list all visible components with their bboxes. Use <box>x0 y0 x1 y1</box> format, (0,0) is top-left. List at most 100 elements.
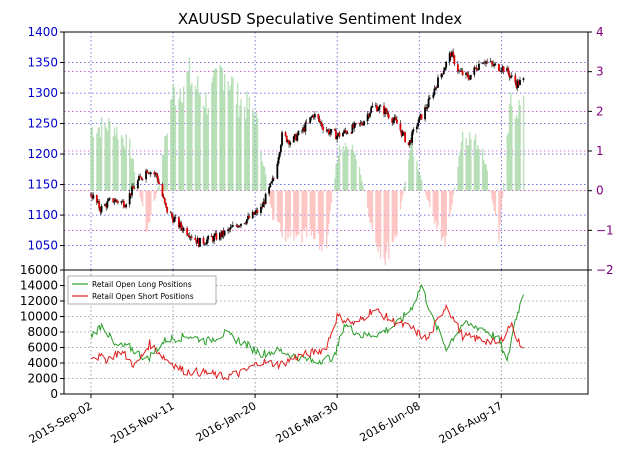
ssi-bar <box>246 91 248 191</box>
price-tick-label: 1050 <box>27 239 58 253</box>
positions-lines <box>90 283 524 381</box>
candle-body <box>179 222 181 228</box>
candle-body <box>133 188 136 189</box>
candle-body <box>219 232 221 240</box>
candle-body <box>336 135 339 140</box>
ssi-bar <box>133 171 136 191</box>
candle-body <box>411 131 414 143</box>
ssi-bar <box>309 190 311 230</box>
ssi-bar <box>147 190 150 223</box>
candle-body <box>302 127 305 131</box>
candle-body <box>231 225 234 227</box>
ssi-bar <box>379 190 382 259</box>
candle-body <box>449 53 452 57</box>
candle-body <box>466 72 469 75</box>
candle-body <box>337 133 340 136</box>
candle-body <box>481 62 484 64</box>
candle-body <box>433 88 436 95</box>
candle-body <box>428 97 431 99</box>
ssi-bar <box>263 166 266 191</box>
candle-body <box>469 74 472 80</box>
ssi-bar <box>294 190 296 233</box>
ssi-bar <box>281 190 283 238</box>
ssi-bar <box>116 126 118 191</box>
ssi-bar <box>466 145 469 191</box>
ssi-bar <box>518 100 520 191</box>
ssi-bar <box>255 112 258 191</box>
candle-body <box>399 123 402 131</box>
ssi-bar <box>90 128 92 191</box>
candle-body <box>474 67 477 69</box>
candle-body <box>262 201 265 208</box>
candle-body <box>394 117 397 120</box>
ssi-bar <box>401 190 403 202</box>
ssi-bar <box>227 81 229 191</box>
candle-body <box>313 114 316 118</box>
ssi-bar <box>245 118 247 191</box>
ssi-bar <box>459 151 462 191</box>
ssi-bar <box>173 87 175 191</box>
candle-body <box>500 71 503 72</box>
ssi-bar <box>194 85 197 191</box>
candle-body <box>473 67 476 75</box>
ssi-bar <box>440 190 443 241</box>
candle-body <box>415 126 418 130</box>
ssi-bar <box>460 141 463 191</box>
candle-body <box>303 127 306 132</box>
ssi-bar <box>129 138 131 191</box>
ssi-bar <box>476 149 478 191</box>
candle-body <box>194 237 197 240</box>
ssi-bar <box>396 190 398 236</box>
ssi-bar <box>484 164 486 191</box>
candle-body <box>425 107 428 109</box>
ssi-bar <box>359 174 362 191</box>
candle-body <box>453 55 456 65</box>
positions-tick-label: 2000 <box>27 372 58 386</box>
ssi-bar <box>235 104 238 191</box>
ssi-bar <box>362 185 364 191</box>
candle-body <box>95 195 98 203</box>
ssi-bar <box>342 146 344 191</box>
positions-tick-label: 0 <box>50 387 58 401</box>
chart-title: XAUUSD Speculative Sentiment Index <box>178 10 462 28</box>
ssi-bar <box>215 68 218 191</box>
price-tick-label: 1100 <box>27 208 58 222</box>
ssi-bar <box>355 159 357 191</box>
candle-body <box>248 215 251 219</box>
ssi-bar <box>99 136 102 191</box>
ssi-bar <box>338 145 341 191</box>
candle-body <box>189 236 192 238</box>
candle-body <box>228 229 231 230</box>
candle-body <box>245 219 248 224</box>
ssi-bar <box>124 149 126 191</box>
ssi-bar <box>212 76 214 191</box>
candle-body <box>187 235 190 236</box>
legend-box <box>67 275 217 305</box>
candle-body <box>350 132 353 134</box>
ssi-bar <box>443 190 445 237</box>
price-tick-label: 1300 <box>27 86 58 100</box>
candle-body <box>254 212 256 215</box>
ssi-bar <box>321 190 323 252</box>
candle-body <box>452 51 455 56</box>
ssi-bar <box>272 190 274 221</box>
ssi-bar <box>514 118 517 191</box>
candle-body <box>459 70 462 72</box>
ssi-bar <box>273 190 275 220</box>
ssi-bar <box>91 126 93 191</box>
ssi-bar <box>276 190 279 221</box>
ssi-bar <box>279 190 281 223</box>
candle-body <box>146 170 149 173</box>
candle-body <box>451 51 453 57</box>
price-tick-label: 1150 <box>27 178 58 192</box>
ssi-bar <box>306 190 308 238</box>
candle-body <box>345 131 348 134</box>
ssi-bar <box>190 86 192 191</box>
ssi-bar <box>424 190 426 192</box>
candle-body <box>410 140 412 143</box>
candle-body <box>190 236 193 238</box>
candle-body <box>287 140 289 143</box>
legend-label-short: Retail Open Short Positions <box>92 292 194 301</box>
ssi-bar <box>485 164 487 191</box>
